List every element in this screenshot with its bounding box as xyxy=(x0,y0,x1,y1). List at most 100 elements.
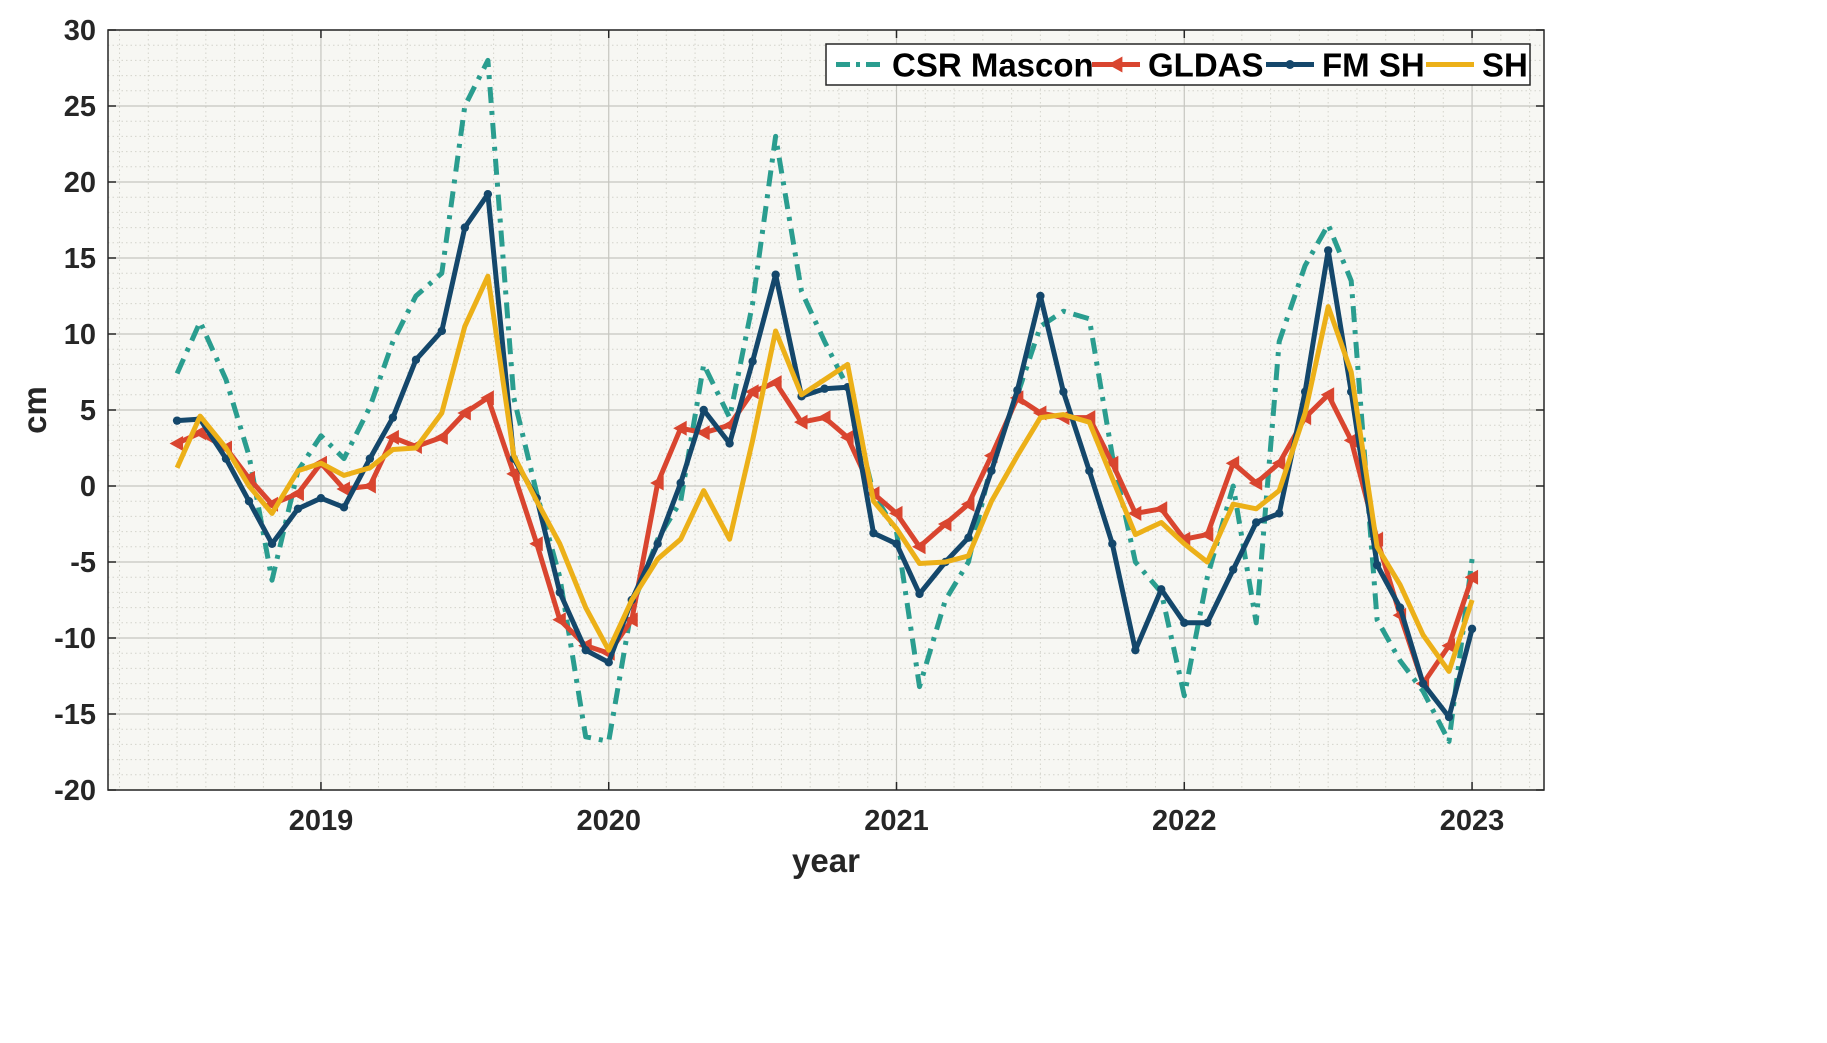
data-point xyxy=(650,475,664,491)
y-tick-label: -15 xyxy=(54,699,96,731)
data-point xyxy=(1059,387,1068,396)
data-point xyxy=(915,589,924,599)
data-point xyxy=(1252,518,1261,527)
data-point xyxy=(434,429,448,445)
data-point xyxy=(506,466,520,482)
data-point xyxy=(1395,603,1405,612)
data-point xyxy=(1444,712,1454,722)
data-point xyxy=(964,533,973,542)
legend-label-sh: SH xyxy=(1482,47,1528,84)
y-tick-label: 30 xyxy=(64,15,96,47)
data-point xyxy=(892,539,901,548)
legend-label-gldas: GLDAS xyxy=(1148,47,1264,84)
data-point xyxy=(192,425,207,441)
y-tick-label: 0 xyxy=(80,471,96,503)
data-point xyxy=(1248,475,1263,491)
data-point xyxy=(267,539,277,548)
data-point xyxy=(1013,386,1022,395)
x-tick-label: 2023 xyxy=(1440,805,1505,837)
legend-item-csr-mascon: CSR Mascon xyxy=(836,47,1094,84)
series-sh xyxy=(174,273,1475,674)
data-point xyxy=(1081,410,1096,426)
data-point xyxy=(937,516,952,532)
data-point xyxy=(1036,291,1045,301)
y-tick-label: 5 xyxy=(80,395,96,427)
x-tick-label: 2019 xyxy=(289,805,354,837)
y-axis-label: cm xyxy=(16,386,53,434)
data-point xyxy=(1131,645,1140,655)
data-point xyxy=(244,497,254,506)
data-point xyxy=(316,493,326,503)
data-point xyxy=(912,539,926,555)
data-point xyxy=(696,425,710,441)
data-point xyxy=(1343,432,1358,448)
data-point xyxy=(820,384,829,393)
series-line-sh xyxy=(174,273,1475,674)
data-point xyxy=(385,429,399,445)
data-point xyxy=(1467,624,1477,634)
data-point xyxy=(581,645,590,655)
y-tick-label: 25 xyxy=(64,91,96,123)
legend-label-fm-sh: FM SH xyxy=(1322,47,1425,84)
data-point xyxy=(172,416,182,425)
series-fm-sh xyxy=(172,189,1477,722)
data-point xyxy=(1104,455,1119,471)
data-point xyxy=(1108,539,1117,548)
data-point xyxy=(529,536,543,552)
data-point xyxy=(1320,387,1335,403)
data-point xyxy=(1441,638,1456,654)
data-point xyxy=(339,503,349,512)
data-point xyxy=(1157,585,1166,594)
data-point xyxy=(960,496,975,512)
data-point xyxy=(1203,618,1212,627)
data-point xyxy=(604,658,613,667)
x-tick-label: 2021 xyxy=(864,805,929,837)
data-point xyxy=(457,405,471,421)
data-point xyxy=(241,470,256,486)
data-point xyxy=(460,223,470,232)
data-point xyxy=(437,326,447,336)
data-point xyxy=(748,357,757,366)
data-point xyxy=(480,390,494,406)
data-point xyxy=(1199,527,1214,543)
data-point xyxy=(290,486,304,502)
data-point xyxy=(388,413,398,422)
x-axis-label: year xyxy=(792,842,860,879)
data-point xyxy=(1275,509,1284,518)
data-point xyxy=(653,539,662,548)
data-point xyxy=(1464,569,1479,585)
data-point xyxy=(771,270,780,279)
data-point xyxy=(794,414,808,430)
data-point xyxy=(624,612,638,628)
data-point xyxy=(1323,246,1333,255)
data-point xyxy=(1153,501,1168,517)
legend-item-gldas: GLDAS xyxy=(1092,47,1264,84)
series-csr-mascon xyxy=(174,57,1475,744)
data-point xyxy=(1372,560,1382,570)
series-layer xyxy=(169,57,1479,744)
data-point xyxy=(673,420,687,436)
x-tick-label: 2022 xyxy=(1152,805,1217,837)
legend-item-sh: SH xyxy=(1426,47,1528,84)
data-point xyxy=(293,504,303,513)
series-line-csr-mascon xyxy=(174,57,1475,744)
y-tick-label: 10 xyxy=(64,319,96,351)
y-tick-label: -5 xyxy=(70,547,96,579)
data-point xyxy=(869,528,878,538)
data-point xyxy=(1225,455,1240,471)
data-point xyxy=(1418,679,1428,688)
data-point xyxy=(1085,466,1094,475)
data-point xyxy=(1127,505,1142,521)
legend: CSR Mascon GLDAS FM SH SH xyxy=(825,43,1531,86)
y-tick-label: 20 xyxy=(64,167,96,199)
data-point xyxy=(221,454,231,463)
tick-marks xyxy=(108,29,1544,791)
data-point xyxy=(987,466,996,475)
data-point xyxy=(552,612,566,628)
y-tick-labels: -20 -15 -10 -5 0 5 10 15 20 25 30 xyxy=(54,15,96,807)
y-tick-label: -20 xyxy=(54,775,96,807)
data-point xyxy=(336,481,350,497)
data-point xyxy=(817,410,831,426)
data-point xyxy=(840,429,854,445)
